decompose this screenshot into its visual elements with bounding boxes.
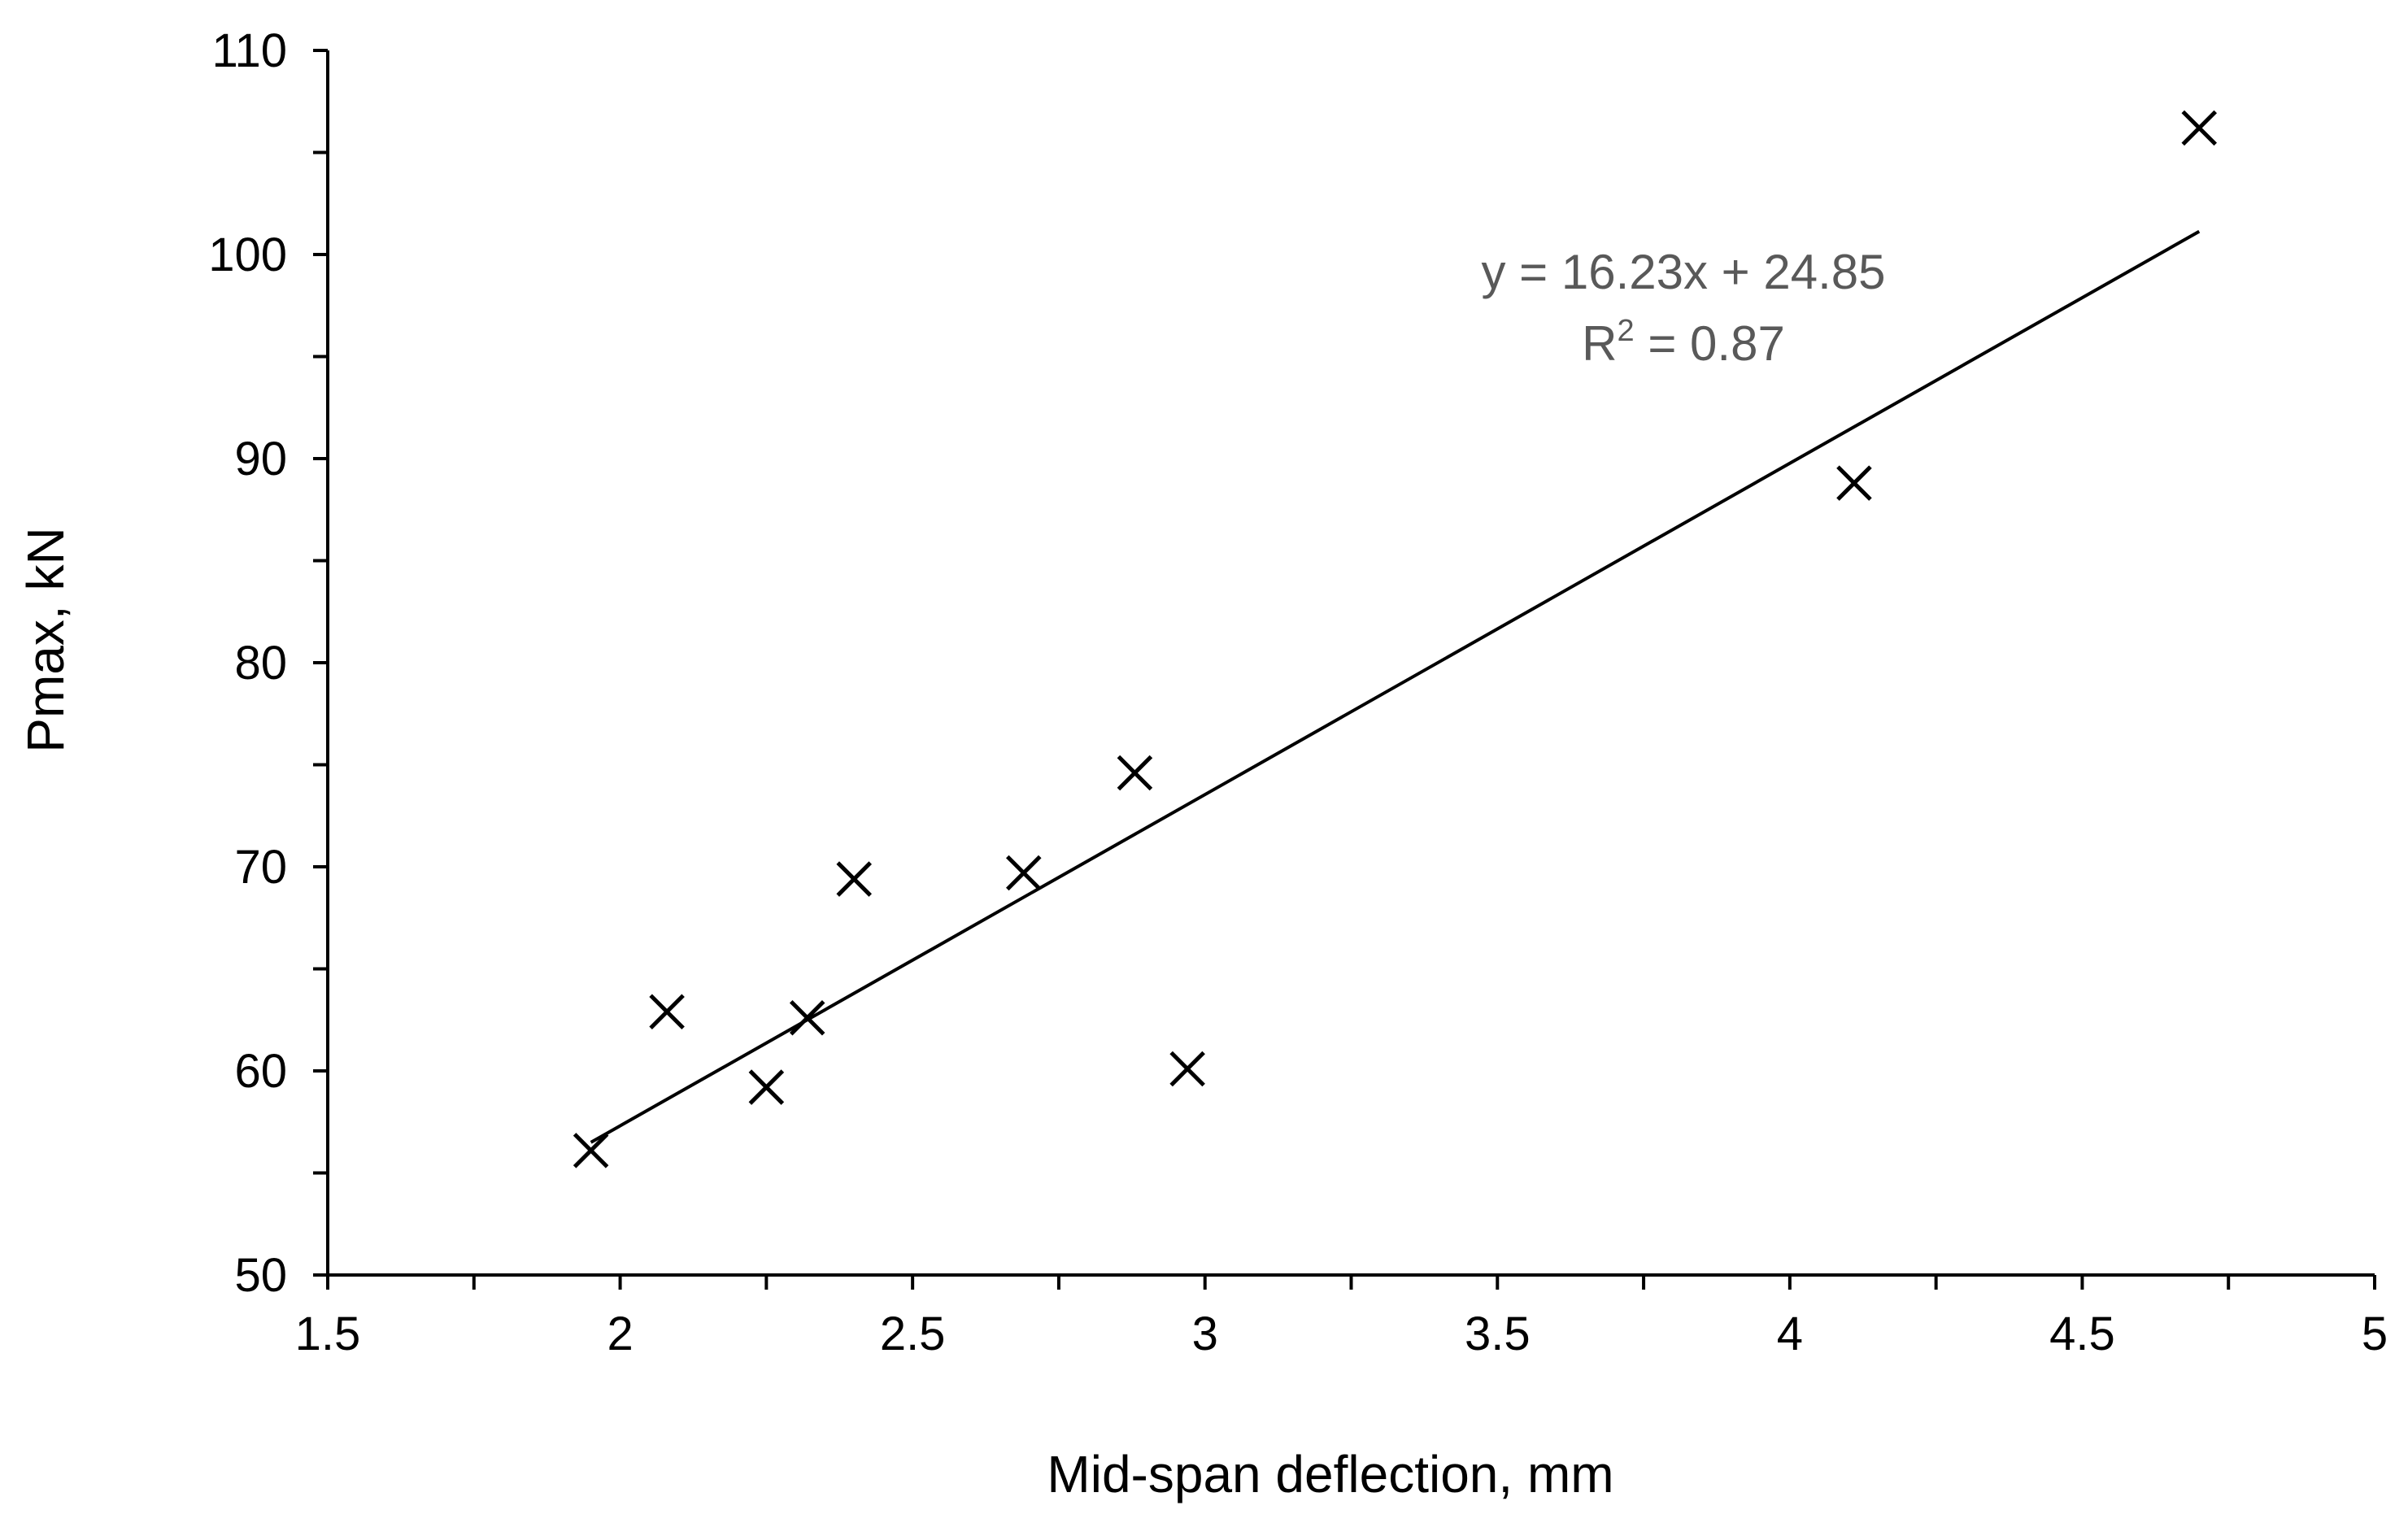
x-tick-label: 2.5 [880,1308,946,1360]
marker-stroke [1169,1051,1205,1087]
data-point-x-marker [836,861,872,897]
marker-stroke [748,1069,785,1105]
x-tick-label: 5 [2362,1308,2388,1360]
r-squared-label: R2 = 0.87 [1582,314,1785,371]
x-tick-label: 4 [1777,1308,1803,1360]
data-point-x-marker [649,994,685,1029]
x-tick-label: 2 [607,1308,633,1360]
x-tick-label: 1.5 [295,1308,361,1360]
marker-stroke [1117,755,1153,791]
axes [326,50,2375,1277]
data-point-x-marker [1006,855,1042,891]
y-tick-label: 110 [212,24,287,77]
data-point-x-marker [748,1069,785,1105]
y-tick-label: 90 [234,433,287,485]
data-point-x-marker [573,1133,609,1168]
tick-labels: 50 60 70 80 90 100 110 1.5 2 2.5 3 3.5 4 4.5 5 [208,24,2388,1360]
data-point-x-marker [789,999,825,1036]
trendline-equation: y = 16.23x + 24.85 [1481,245,1885,299]
y-tick-label: 60 [234,1045,287,1098]
trendline-group [590,229,2201,1144]
marker-stroke [573,1133,609,1168]
trendline [590,229,2201,1144]
y-axis-title: Pmax, kN [16,527,75,752]
tick-marks [313,49,2376,1290]
data-point-x-marker [1117,755,1153,791]
r2-prefix: R [1582,316,1617,371]
y-tick-label: 100 [208,228,287,281]
marker-stroke [789,999,825,1036]
data-point-x-marker [1169,1051,1205,1087]
x-tick-label: 4.5 [2049,1308,2115,1360]
y-tick-label: 80 [234,637,287,690]
data-point-x-marker [1836,465,1872,501]
x-tick-label: 3 [1192,1308,1218,1360]
marker-stroke [1836,465,1872,501]
marker-stroke [1006,855,1042,891]
data-points [573,110,2218,1168]
marker-stroke [649,994,685,1029]
x-axis-title: Mid-span deflection, mm [1047,1445,1613,1503]
r2-superscript: 2 [1618,314,1635,348]
marker-stroke [2181,110,2218,146]
r2-suffix: = 0.87 [1635,316,1785,371]
x-tick-label: 3.5 [1465,1308,1531,1360]
data-point-x-marker [2181,110,2218,146]
y-tick-label: 70 [234,841,287,894]
y-tick-label: 50 [234,1249,287,1302]
marker-stroke [836,861,872,897]
